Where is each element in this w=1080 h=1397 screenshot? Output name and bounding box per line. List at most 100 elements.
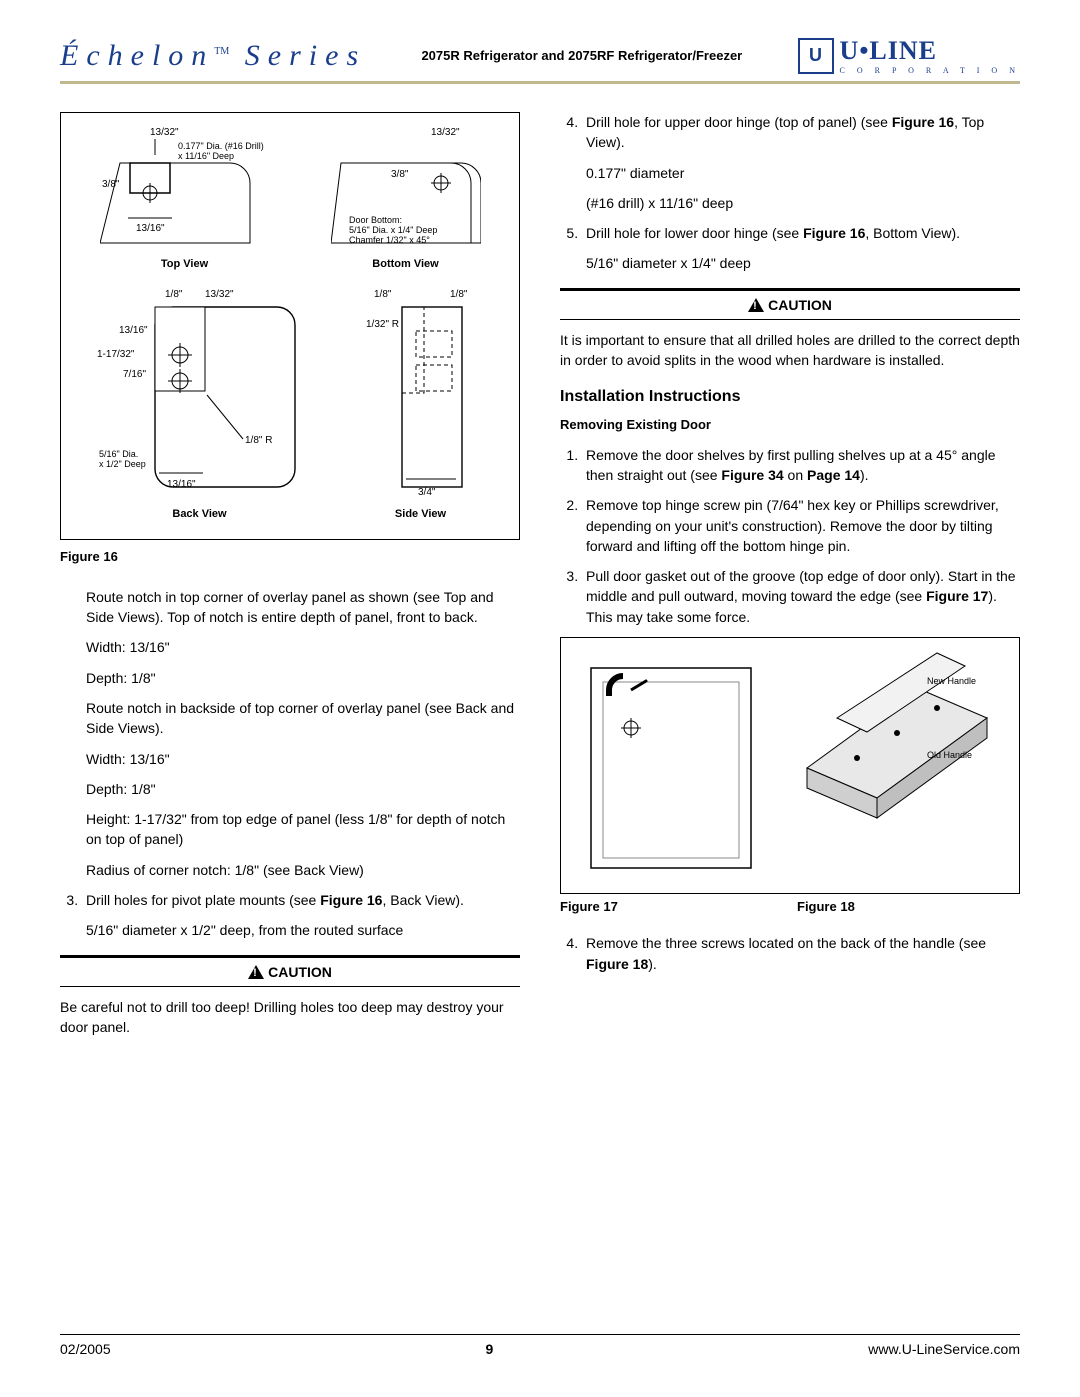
step-5a: 5/16" diameter x 1/4" deep [586,253,1020,273]
svg-text:1/8" R: 1/8" R [245,435,272,446]
dim-label: 5/16" Dia. x 1/4" Deep [349,225,437,235]
view-title: Side View [356,507,486,523]
step-4a: 0.177" diameter [586,163,1020,183]
series-word1: Échelon [60,39,214,72]
spec-line: Radius of corner notch: 1/8" (see Back V… [86,860,520,880]
dim-label: 13/32" [431,127,460,138]
svg-text:1/32" R: 1/32" R [366,319,399,330]
dim-label: 13/16" [136,223,165,234]
paragraph: Route notch in top corner of overlay pan… [86,587,520,628]
dim-label: x 11/16" Deep [178,151,234,161]
step-3-detail: 5/16" diameter x 1/2" deep, from the rou… [86,920,520,940]
right-column: Drill hole for upper door hinge (top of … [560,112,1020,1047]
page-footer: 02/2005 9 www.U-LineService.com [60,1334,1020,1357]
svg-text:13/32": 13/32" [205,289,234,300]
paragraph: Route notch in backside of top corner of… [86,698,520,739]
svg-text:New Handle: New Handle [927,676,976,686]
logo: U U•LINE C O R P O R A T I O N [798,36,1020,75]
caution-bar-right: CAUTION [560,288,1020,320]
left-column: 13/32" 0.177" Dia. (#16 Drill) x 11/16" … [60,112,520,1047]
figure-17-18-frame: New Handle Old Handle [560,637,1020,894]
view-title: Back View [95,507,305,523]
logo-box-icon: U [798,38,834,74]
dim-label: Door Bottom: [349,215,402,225]
footer-date: 02/2005 [60,1341,111,1357]
tm-mark: TM [214,46,229,57]
remove-steps: Remove the door shelves by first pulling… [560,445,1020,627]
svg-text:7/16": 7/16" [123,369,146,380]
top-view-cell: 13/32" 0.177" Dia. (#16 Drill) x 11/16" … [100,123,270,273]
fig17-svg [571,648,771,878]
remove-step-1: Remove the door shelves by first pulling… [582,445,1020,486]
right-steps-a: Drill hole for upper door hinge (top of … [560,112,1020,274]
content-columns: 13/32" 0.177" Dia. (#16 Drill) x 11/16" … [60,112,1020,1047]
left-steps: Drill holes for pivot plate mounts (see … [60,890,520,941]
caution-text: It is important to ensure that all drill… [560,330,1020,371]
spec-line: Depth: 1/8" [86,779,520,799]
top-view-diagram: 13/32" 0.177" Dia. (#16 Drill) x 11/16" … [100,123,270,253]
side-view-cell: 1/8" 1/8" 1/32" R 3/4" Side View [356,283,486,523]
svg-text:1/8": 1/8" [165,289,183,300]
warning-icon [248,965,264,979]
spec-line: Height: 1-17/32" from top edge of panel … [86,809,520,850]
fig18-svg: New Handle Old Handle [797,648,997,878]
install-heading: Installation Instructions [560,385,1020,408]
svg-text:1/8": 1/8" [374,289,392,300]
svg-text:Old Handle: Old Handle [927,750,972,760]
figure-17-caption: Figure 17 [560,898,783,917]
figure-18-caption: Figure 18 [797,898,1020,917]
warning-icon [748,298,764,312]
svg-text:1/8": 1/8" [450,289,468,300]
dim-label: 3/8" [391,169,409,180]
caution-label: CAUTION [768,295,832,315]
svg-text:1-17/32": 1-17/32" [97,349,135,360]
remove-heading: Removing Existing Door [560,416,1020,435]
bottom-view-cell: 13/32" 3/8" Door Bottom: 5/16" Dia. x 1/… [331,123,481,273]
remove-steps-b: Remove the three screws located on the b… [560,933,1020,974]
svg-text:5/16" Dia.: 5/16" Dia. [99,449,138,459]
logo-main: U•LINE [840,36,937,65]
series-brand: ÉchelonTM Series [60,39,366,73]
fig16-upper-row: 13/32" 0.177" Dia. (#16 Drill) x 11/16" … [69,123,511,273]
figure-17 [571,648,783,883]
caution-label: CAUTION [268,962,332,982]
figure-18: New Handle Old Handle [797,648,1009,883]
remove-step-4: Remove the three screws located on the b… [582,933,1020,974]
back-view-cell: 1/8" 13/32" 13/16" 1-17/32" 7/16" 5/16" … [95,283,305,523]
footer-page-number: 9 [486,1341,494,1357]
svg-text:13/16": 13/16" [167,479,196,490]
back-view-diagram: 1/8" 13/32" 13/16" 1-17/32" 7/16" 5/16" … [95,283,305,503]
view-title: Top View [100,257,270,273]
remove-step-3: Pull door gasket out of the groove (top … [582,566,1020,627]
step-5: Drill hole for lower door hinge (see Fig… [582,223,1020,274]
figure-16-caption: Figure 16 [60,548,520,567]
logo-letter: U [809,45,822,66]
remove-step-2: Remove top hinge screw pin (7/64" hex ke… [582,495,1020,556]
caution-bar-left: CAUTION [60,955,520,987]
spec-line: Width: 13/16" [86,749,520,769]
page-header: ÉchelonTM Series 2075R Refrigerator and … [60,36,1020,84]
bottom-view-diagram: 13/32" 3/8" Door Bottom: 5/16" Dia. x 1/… [331,123,481,253]
logo-sub: C O R P O R A T I O N [840,66,1020,75]
svg-text:x 1/2" Deep: x 1/2" Deep [99,459,146,469]
left-body-block: Route notch in top corner of overlay pan… [60,587,520,880]
dim-label: 3/8" [102,179,120,190]
step-4b: (#16 drill) x 11/16" deep [586,193,1020,213]
side-view-diagram: 1/8" 1/8" 1/32" R 3/4" [356,283,486,503]
dim-label: Chamfer 1/32" x 45° [349,235,430,245]
fig-pair-labels: Figure 17 Figure 18 [560,898,1020,917]
spec-line: Depth: 1/8" [86,668,520,688]
svg-text:3/4": 3/4" [418,487,436,498]
svg-text:13/16": 13/16" [119,325,148,336]
figure-16-frame: 13/32" 0.177" Dia. (#16 Drill) x 11/16" … [60,112,520,540]
footer-url: www.U-LineService.com [868,1341,1020,1357]
model-text: 2075R Refrigerator and 2075RF Refrigerat… [421,48,742,63]
logo-text: U•LINE C O R P O R A T I O N [840,36,1020,75]
dim-label: 0.177" Dia. (#16 Drill) [178,141,264,151]
dim-label: 13/32" [150,127,179,138]
caution-text: Be careful not to drill too deep! Drilli… [60,997,520,1038]
spec-line: Width: 13/16" [86,637,520,657]
view-title: Bottom View [331,257,481,273]
fig16-lower-row: 1/8" 13/32" 13/16" 1-17/32" 7/16" 5/16" … [69,283,511,523]
series-word2: Series [245,39,366,72]
